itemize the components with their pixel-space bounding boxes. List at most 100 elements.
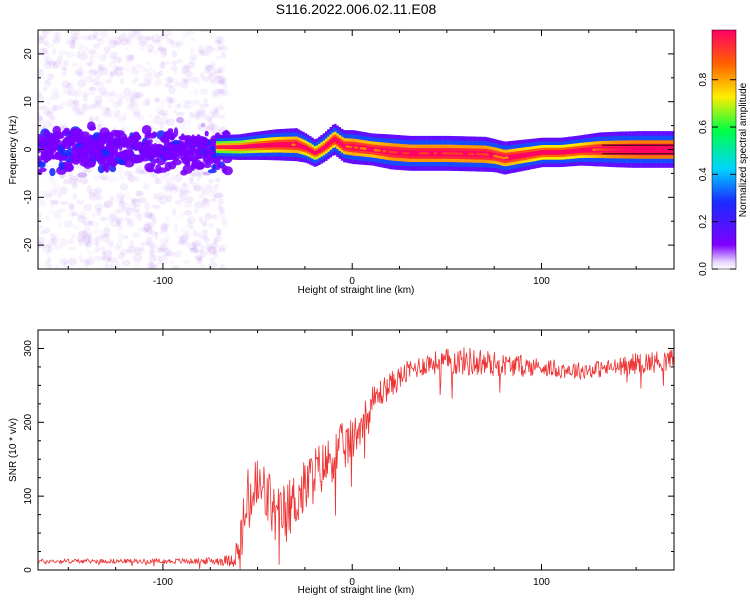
spectrogram-cell — [217, 68, 223, 74]
spectrogram-cell — [157, 47, 167, 52]
spectrogram-cell — [125, 36, 134, 46]
spectrogram-cell — [129, 201, 137, 211]
spectrogram-cell — [77, 71, 83, 76]
spectrogram-cell — [203, 67, 209, 73]
spectrogram-cell — [92, 43, 101, 49]
spectrogram-cell — [68, 257, 78, 266]
spectrogram-cell — [199, 113, 208, 120]
spectrogram-cell — [549, 150, 553, 155]
spectrogram-cell — [214, 236, 223, 242]
snr-panel: -100 0 100 0 100 200 300 Height of straight li… — [8, 329, 675, 596]
spectrogram-cell — [42, 30, 48, 37]
spectrogram-cell — [66, 259, 75, 268]
spectrogram-cell — [141, 39, 150, 48]
spectrogram-cell — [114, 208, 125, 214]
spectrogram-cell — [129, 239, 134, 249]
spectrogram-cell — [116, 71, 124, 76]
spectrogram-cell — [115, 193, 126, 199]
spectrogram-cell — [215, 231, 221, 239]
spectrogram-cell — [76, 108, 86, 116]
spectrogram-cell — [117, 35, 124, 42]
spectrogram-cell — [343, 143, 346, 149]
spectrogram-cell — [320, 147, 323, 152]
spectrogram-cell — [169, 39, 175, 45]
spectrogram-cell — [196, 258, 203, 264]
spectrogram-cell — [465, 151, 469, 157]
spectrogram-cell — [49, 115, 57, 121]
spectrogram-cell — [77, 172, 88, 178]
spectrogram-cell — [95, 37, 102, 42]
spectrogram-cell — [106, 239, 114, 247]
spectrogram-cell — [81, 229, 88, 239]
spectrogram-cell — [198, 263, 207, 269]
spectrogram-cell — [148, 262, 157, 269]
spectrogram-cell — [190, 36, 196, 43]
spectrogram-cell — [162, 240, 170, 247]
spectrogram-cell — [270, 142, 273, 148]
spectrogram-cell — [94, 99, 102, 109]
spectrogram-cell — [143, 210, 153, 219]
spectrogram-cell — [131, 79, 137, 85]
spectrogram-cell — [125, 66, 131, 73]
spectrogram-cell — [50, 199, 59, 204]
spectrogram-cell — [134, 91, 145, 99]
spectrogram-cell — [149, 150, 156, 159]
spectrogram-cell — [338, 140, 342, 146]
spectrogram-cell — [161, 150, 168, 158]
spectrogram-cell — [81, 35, 91, 41]
spectrogram-cell — [81, 91, 90, 97]
spectrogram-cell — [182, 99, 193, 105]
spectrogram-cell — [180, 77, 190, 82]
spectrogram-cell — [53, 264, 60, 269]
spectrogram-cell — [193, 89, 199, 97]
colorbar: 0.0 0.2 0.4 0.6 0.8 Normalized spectral ampl… — [698, 29, 749, 276]
spectrogram-cell — [173, 127, 179, 138]
spectrogram-cell — [201, 198, 209, 203]
spectrogram-cell — [88, 192, 99, 202]
spectrogram-cell — [178, 189, 184, 197]
spectrogram-cell — [183, 200, 193, 209]
spectrogram-cell — [144, 162, 155, 172]
spectrogram-cell — [56, 208, 66, 213]
spectrogram-cell — [209, 198, 215, 203]
spectrogram-cell — [116, 218, 122, 227]
spectrogram-cell — [210, 121, 216, 127]
spectrogram-cell — [72, 62, 78, 68]
spectrogram-cell — [112, 100, 120, 109]
spectrogram-cell — [397, 149, 401, 156]
spectrogram-cell — [115, 66, 126, 71]
spectrogram-cell — [135, 154, 145, 163]
spectrogram-cell — [182, 233, 190, 242]
spectrogram-cell — [214, 177, 221, 183]
spectrogram-cell — [115, 92, 125, 102]
y-tick-label: 10 — [23, 96, 34, 108]
spectrogram-cell — [163, 139, 169, 150]
spectrogram-cell — [504, 156, 509, 159]
spectrogram-cell — [154, 97, 160, 103]
spectrogram-cell — [132, 231, 142, 239]
spectrogram-cell — [63, 127, 70, 132]
spectrogram-cell — [286, 142, 289, 148]
spectrogram-cell — [508, 154, 512, 160]
spectrogram-cell — [46, 97, 52, 105]
spectrogram-cell — [70, 30, 80, 36]
spectrogram-cell — [58, 50, 68, 55]
spectrogram-cell — [160, 184, 170, 192]
spectrogram-cell — [215, 104, 225, 112]
spectrogram-cell — [191, 172, 197, 177]
spectrogram-cell — [94, 246, 101, 253]
spectrogram-cell — [172, 208, 177, 216]
spectrogram-cell — [168, 97, 174, 105]
spectrogram-cell — [147, 112, 153, 118]
spectrogram-cell — [196, 111, 202, 116]
spectrogram-cell — [95, 85, 100, 92]
spectrogram-cell — [543, 150, 546, 155]
y-tick-label: 0 — [23, 567, 34, 573]
spectrogram-cell — [57, 220, 63, 228]
spectrogram-cell — [136, 166, 144, 175]
spectrogram-cell — [123, 95, 129, 101]
spectrogram-cell — [513, 154, 516, 160]
spectrogram-cell — [125, 54, 134, 62]
spectrogram-cell — [125, 46, 130, 52]
spectrogram-cell — [204, 69, 211, 75]
